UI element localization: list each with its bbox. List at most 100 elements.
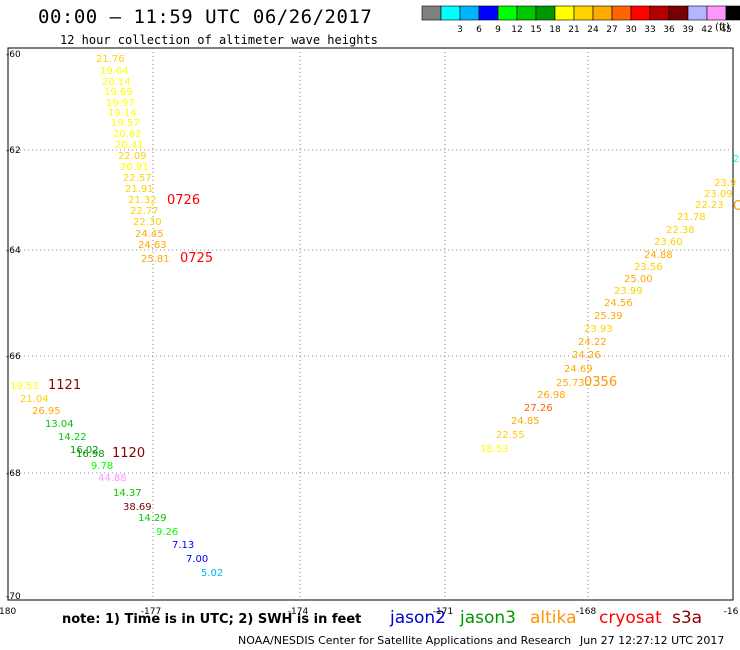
- swh-value: 21.91: [125, 184, 154, 195]
- legend-swatch: [649, 5, 670, 21]
- legend-sat-altika: altika: [530, 608, 577, 628]
- credit-timestamp: Jun 27 12:27:12 UTC 2017: [580, 634, 725, 647]
- legend-tick-label: 12: [511, 25, 522, 35]
- legend-tick-label: 9: [495, 25, 501, 35]
- swh-value: 20.14: [102, 77, 131, 88]
- legend-tick-label: 21: [568, 25, 579, 35]
- swh-value: 9.78: [91, 461, 113, 472]
- pass-label-0356: 0356: [584, 375, 617, 390]
- legend-swatch: [535, 5, 556, 21]
- swh-value: 18.53: [480, 444, 509, 455]
- legend-sat-jason2: jason2: [390, 608, 446, 628]
- swh-value: 22.23: [695, 200, 724, 211]
- pass-label-1120: 1120: [112, 446, 145, 461]
- legend-swatch: [630, 5, 651, 21]
- swh-value: 24.69: [564, 364, 593, 375]
- swh-value: 26.98: [537, 390, 566, 401]
- swh-value: 21.04: [20, 394, 49, 405]
- lon-tick-label: -168: [576, 607, 597, 617]
- swh-value: 7.13: [172, 540, 194, 551]
- swh-value: 22.30: [133, 217, 162, 228]
- swh-value: 25.81: [141, 254, 170, 265]
- swh-value: 23.9: [714, 178, 736, 189]
- swh-value: 19.14: [108, 108, 137, 119]
- legend-tick-label: 45: [720, 25, 731, 35]
- data-layer: 21.7619.6420.1419.6919.9719.1419.5720.82…: [10, 54, 740, 579]
- swh-value: 2: [733, 154, 739, 165]
- swh-value: 23.99: [614, 286, 643, 297]
- swh-value: 20.82: [113, 129, 142, 140]
- lat-tick-label: -70: [6, 592, 21, 602]
- swh-value: 9.26: [156, 527, 178, 538]
- legend-sat-s3a: s3a: [672, 608, 703, 628]
- swh-value: 25.39: [594, 311, 623, 322]
- legend-tick-label: 33: [644, 25, 655, 35]
- legend-swatch: [459, 5, 480, 21]
- pass-label-0726: 0726: [167, 193, 200, 208]
- legend-swatch: [725, 5, 740, 21]
- swh-value: 24.45: [135, 229, 164, 240]
- swh-value: 14.29: [138, 513, 167, 524]
- swh-value: 24.56: [604, 298, 633, 309]
- lon-tick-label: -174: [288, 607, 309, 617]
- legend-tick-label: 24: [587, 25, 599, 35]
- legend-tick-label: 39: [682, 25, 694, 35]
- lon-tick-label: -171: [433, 607, 453, 617]
- credit-text: NOAA/NESDIS Center for Satellite Applica…: [238, 634, 572, 647]
- pass-label-clipped: O: [733, 199, 740, 214]
- swh-value: 27.26: [524, 403, 553, 414]
- swh-value: 24.63: [138, 240, 167, 251]
- legend-tick-label: 15: [530, 25, 541, 35]
- swh-value: 19.57: [111, 118, 140, 129]
- legend-swatch: [478, 5, 499, 21]
- swh-value: 23.09: [704, 189, 733, 200]
- legend-unit: (ft): [715, 22, 731, 33]
- legend-tick-label: 6: [476, 25, 482, 35]
- legend-tick-label: 18: [549, 25, 561, 35]
- legend-swatch: [497, 5, 518, 21]
- swh-value: 22.57: [123, 173, 152, 184]
- plot-frame: [7, 47, 734, 601]
- swh-value: 22.38: [666, 225, 695, 236]
- legend-sat-jason3: jason3: [460, 608, 516, 628]
- legend-tick-label: 27: [606, 25, 617, 35]
- legend-swatch: [687, 5, 708, 21]
- legend-swatch: [706, 5, 727, 21]
- legend-swatch: [440, 5, 461, 21]
- swh-value: 19.97: [106, 98, 135, 109]
- lat-tick-label: -66: [6, 352, 21, 362]
- swh-value: 23.60: [654, 237, 683, 248]
- swh-value: 14.37: [113, 488, 142, 499]
- swh-value: 21.76: [96, 54, 125, 65]
- legend-tick-label: 36: [663, 25, 675, 35]
- swh-value: 20.91: [120, 162, 149, 173]
- swh-value: 16.98: [76, 449, 105, 460]
- lon-tick-label: -177: [141, 607, 161, 617]
- legend-tick-label: 42: [701, 25, 712, 35]
- swh-value: 19.69: [104, 87, 133, 98]
- lat-tick-label: -64: [6, 246, 21, 256]
- legend-sat-cryosat: cryosat: [599, 608, 662, 628]
- chart-title: 00:00 – 11:59 UTC 06/26/2017: [38, 6, 373, 28]
- swh-value: 25.73: [556, 378, 585, 389]
- lat-tick-label: -60: [6, 50, 21, 60]
- swh-value: 23.56: [634, 262, 663, 273]
- swh-value: 23.93: [584, 324, 613, 335]
- legend-swatch: [592, 5, 613, 21]
- legend-swatch: [554, 5, 575, 21]
- swh-value: 24.88: [644, 250, 673, 261]
- swh-value: 19.64: [100, 66, 129, 77]
- swh-value: 21.32: [128, 195, 157, 206]
- swh-value: 14.22: [58, 432, 87, 443]
- swh-value: 24.26: [572, 350, 601, 361]
- lat-tick-label: -68: [6, 469, 21, 479]
- chart-subtitle: 12 hour collection of altimeter wave hei…: [60, 33, 378, 47]
- legend-tick-label: 3: [457, 25, 463, 35]
- swh-value: 38.69: [123, 502, 152, 513]
- swh-value: 5.02: [201, 568, 223, 579]
- pass-label-0725: 0725: [180, 251, 213, 266]
- legend-swatch: [668, 5, 689, 21]
- swh-value: 16.02: [70, 445, 99, 456]
- legend-swatch: [611, 5, 632, 21]
